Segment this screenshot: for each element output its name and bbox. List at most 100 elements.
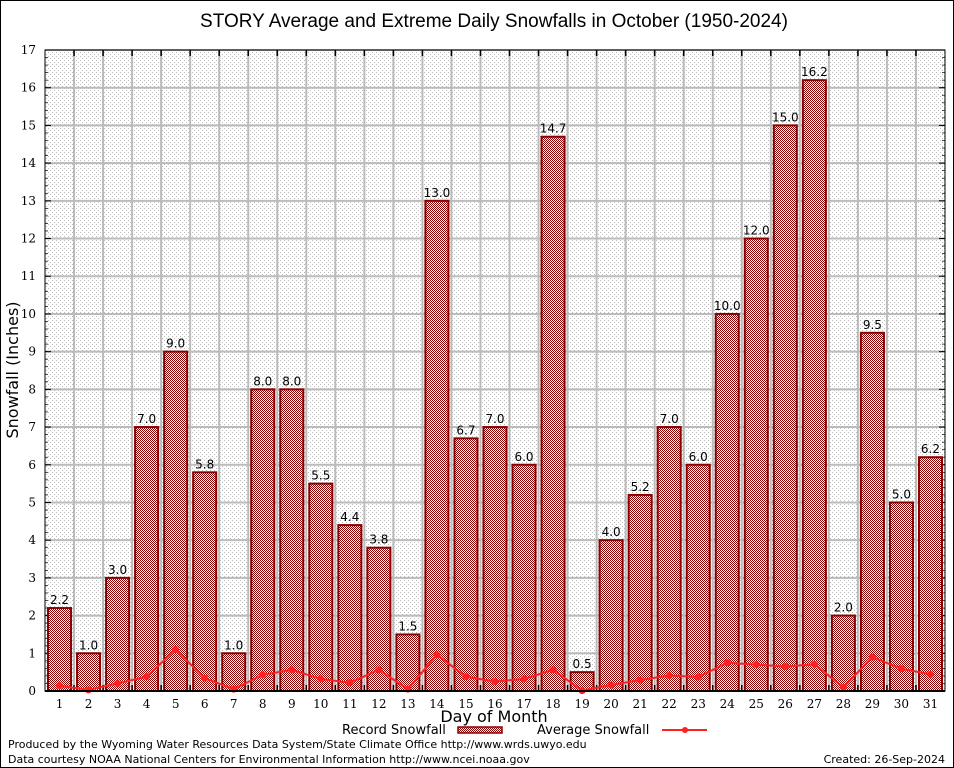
record-bar	[134, 426, 160, 692]
record-bar	[453, 437, 479, 692]
y-tick-label: 0	[28, 684, 36, 698]
bar-value-label: 3.8	[369, 533, 388, 547]
record-bar	[424, 199, 450, 693]
record-bar	[395, 633, 421, 692]
x-tick-label: 7	[230, 697, 238, 711]
x-tick-label: 26	[778, 697, 793, 711]
average-point	[694, 673, 702, 681]
bar-value-label: 6.0	[514, 450, 533, 464]
plot-area: 012345678910111213141516172.21.03.07.09.…	[21, 43, 946, 711]
record-bar	[801, 79, 827, 692]
x-tick-label: 28	[836, 697, 851, 711]
x-tick-label: 13	[400, 697, 415, 711]
x-tick-label: 31	[923, 697, 938, 711]
x-tick-label: 19	[574, 697, 589, 711]
x-tick-label: 3	[114, 697, 122, 711]
average-point	[897, 665, 905, 673]
average-point	[781, 662, 789, 670]
record-bar	[743, 237, 769, 692]
x-tick-label: 27	[807, 697, 822, 711]
y-tick-label: 3	[28, 571, 36, 585]
average-point	[85, 686, 93, 694]
average-point	[926, 670, 934, 678]
record-bar	[656, 426, 682, 692]
x-tick-label: 2	[85, 697, 93, 711]
x-tick-label: 17	[516, 697, 531, 711]
x-tick-label: 30	[894, 697, 909, 711]
record-bar	[917, 456, 943, 693]
x-tick-label: 20	[603, 697, 618, 711]
bar-value-label: 5.0	[892, 487, 911, 501]
y-tick-label: 13	[21, 194, 36, 208]
legend-label-average: Average Snowfall	[537, 723, 649, 738]
bar-value-label: 13.0	[424, 186, 451, 200]
y-tick-label: 7	[28, 420, 36, 434]
y-axis-label: Snowfall (Inches)	[3, 301, 22, 438]
bar-value-label: 12.0	[743, 224, 770, 238]
record-bar	[772, 124, 798, 693]
record-bar	[888, 501, 914, 692]
x-tick-label: 12	[371, 697, 386, 711]
average-point	[114, 679, 122, 687]
footer-data-courtesy: Data courtesy NOAA National Centers for …	[8, 753, 530, 766]
record-bar	[192, 471, 218, 692]
legend-swatch-record	[457, 726, 503, 734]
x-tick-label: 10	[313, 697, 328, 711]
average-point	[259, 671, 267, 679]
bar-value-label: 6.2	[921, 442, 940, 456]
x-tick-label: 1	[56, 697, 64, 711]
y-tick-label: 11	[21, 269, 36, 283]
chart-title: STORY Average and Extreme Daily Snowfall…	[200, 11, 788, 32]
record-bar	[598, 539, 624, 692]
bar-value-label: 8.0	[282, 374, 301, 388]
record-bar	[540, 135, 566, 693]
y-tick-label: 6	[28, 458, 36, 472]
average-point	[752, 661, 760, 669]
average-point	[665, 672, 673, 680]
bar-value-label: 7.0	[137, 412, 156, 426]
average-point	[346, 679, 354, 687]
record-bar	[511, 463, 537, 692]
bar-value-label: 2.2	[50, 593, 69, 607]
bar-value-label: 1.0	[79, 638, 98, 652]
average-point	[317, 675, 325, 683]
x-tick-label: 29	[865, 697, 880, 711]
record-bar	[163, 350, 189, 692]
record-bar	[482, 426, 508, 692]
y-tick-label: 16	[21, 81, 36, 95]
x-tick-label: 22	[662, 697, 677, 711]
bar-value-label: 0.5	[573, 657, 592, 671]
average-point	[868, 653, 876, 661]
y-tick-label: 14	[21, 156, 37, 170]
bar-value-label: 6.0	[689, 450, 708, 464]
bar-value-label: 9.0	[166, 337, 185, 351]
bar-value-label: 3.0	[108, 563, 127, 577]
bar-value-label: 5.5	[311, 469, 330, 483]
average-point	[607, 681, 615, 689]
average-point	[288, 666, 296, 674]
record-bar	[105, 576, 131, 692]
average-point	[723, 659, 731, 667]
bar-value-label: 15.0	[772, 110, 799, 124]
bar-value-label: 4.4	[340, 510, 359, 524]
y-tick-label: 12	[21, 232, 36, 246]
x-tick-label: 5	[172, 697, 180, 711]
y-tick-label: 1	[28, 646, 36, 660]
record-bar	[627, 493, 653, 692]
legend: Record Snowfall Average Snowfall	[342, 723, 707, 738]
x-tick-label: 23	[691, 697, 706, 711]
y-tick-label: 4	[28, 533, 36, 547]
average-point	[143, 673, 151, 681]
y-tick-label: 9	[28, 345, 36, 359]
average-point	[520, 675, 528, 683]
x-tick-label: 16	[487, 697, 502, 711]
average-point	[433, 651, 441, 659]
average-point	[491, 678, 499, 686]
average-point	[839, 683, 847, 691]
record-bar	[714, 312, 740, 692]
legend-label-record: Record Snowfall	[342, 723, 446, 738]
x-tick-label: 21	[633, 697, 648, 711]
average-point	[462, 673, 470, 681]
bar-value-label: 5.8	[195, 457, 214, 471]
x-tick-label: 24	[720, 697, 736, 711]
